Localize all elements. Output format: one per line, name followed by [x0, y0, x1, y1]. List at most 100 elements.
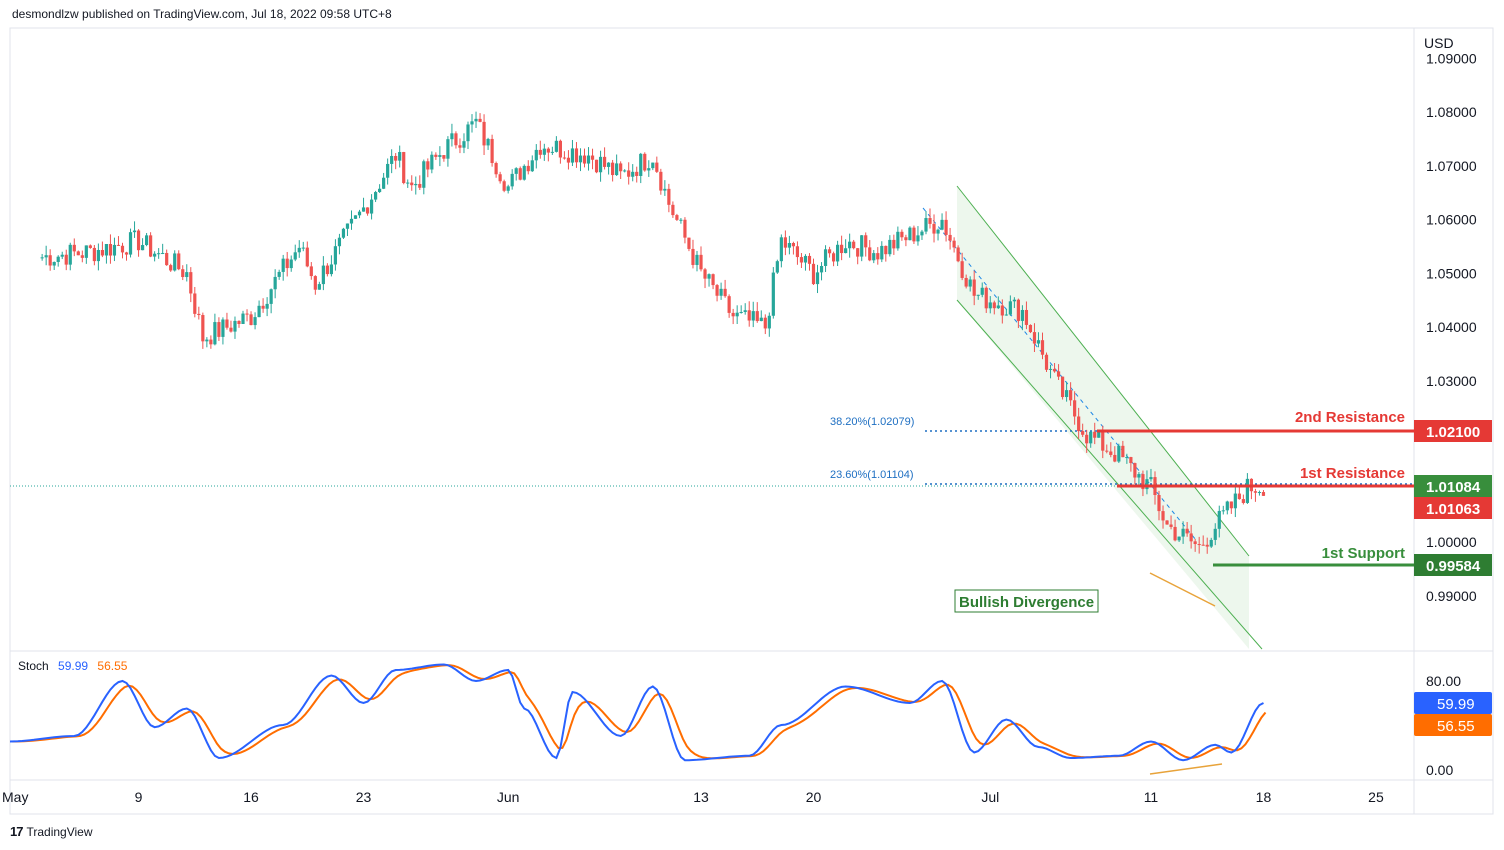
candle-body	[361, 207, 366, 212]
candle-body	[257, 305, 261, 318]
candle-body	[261, 305, 265, 309]
candle-body	[353, 215, 358, 219]
candle-body	[289, 259, 293, 269]
candle-body	[116, 244, 121, 246]
candle-body	[277, 271, 281, 277]
stoch-d-badge-text: 56.55	[1437, 718, 1475, 735]
stoch-legend: Stoch 59.99 56.55	[18, 659, 127, 673]
currency-label: USD	[1424, 35, 1454, 51]
time-tick: 13	[693, 789, 709, 805]
candle-body	[944, 219, 948, 235]
candle-body	[534, 149, 538, 161]
candle-body	[369, 199, 374, 214]
candle-body	[386, 163, 390, 178]
candle-body	[1073, 400, 1077, 417]
support-1-badge-text: 0.99584	[1426, 558, 1481, 575]
candle-body	[365, 207, 370, 214]
candle-body	[852, 241, 856, 249]
candle-body	[771, 272, 775, 316]
candle-body	[478, 118, 482, 122]
candle-body	[675, 215, 679, 220]
candle-body	[486, 138, 490, 146]
tradingview-logo[interactable]: 17 TradingView	[10, 824, 93, 839]
candle-body	[104, 244, 109, 256]
candle-body	[864, 235, 868, 248]
candle-body	[679, 219, 683, 221]
candle-body	[249, 314, 253, 326]
candle-body	[173, 253, 177, 271]
candle-body	[68, 244, 72, 265]
candle-body	[647, 168, 651, 171]
candle-body	[856, 248, 860, 257]
candle-body	[329, 264, 333, 275]
stoch-d-value: 56.55	[97, 659, 128, 673]
candle-body	[530, 160, 534, 172]
candle-body	[639, 153, 643, 176]
candle-body	[144, 235, 149, 246]
candle-body	[574, 148, 579, 163]
candle-body	[598, 156, 603, 173]
candle-body	[1201, 544, 1205, 546]
candle-body	[438, 155, 442, 157]
candle-body	[868, 247, 872, 261]
candle-body	[811, 263, 816, 285]
candle-body	[1004, 314, 1008, 316]
candle-body	[542, 148, 546, 155]
candle-body	[860, 235, 864, 257]
candle-body	[1145, 479, 1149, 490]
candle-body	[1117, 445, 1121, 462]
candle-body	[1165, 520, 1169, 525]
candle-body	[221, 319, 225, 337]
candle-body	[498, 174, 502, 182]
price-tick: 1.07000	[1426, 158, 1477, 174]
candle-body	[281, 258, 285, 272]
fib-382-label: 38.20%(1.02079)	[830, 416, 914, 428]
candle-body	[691, 248, 695, 265]
candle-body	[723, 288, 727, 297]
candle-body	[313, 276, 317, 290]
candle-body	[341, 228, 346, 238]
candle-body	[880, 245, 884, 260]
candle-body	[844, 248, 848, 254]
candle-body	[747, 310, 751, 321]
candle-body	[755, 311, 759, 322]
candle-body	[715, 285, 719, 296]
candle-body	[984, 287, 988, 309]
candle-body	[783, 237, 787, 248]
candle-body	[209, 339, 213, 345]
candle-body	[165, 252, 169, 266]
candle-body	[494, 163, 498, 175]
candle-body	[474, 118, 478, 122]
candle-body	[161, 252, 165, 254]
candle-body	[1109, 451, 1113, 455]
candle-body	[655, 162, 659, 172]
candle-body	[1241, 499, 1245, 503]
candle-body	[988, 302, 992, 309]
candle-body	[1213, 528, 1217, 540]
candle-body	[108, 244, 113, 256]
candle-body	[1032, 332, 1037, 344]
candle-body	[1105, 450, 1109, 452]
candle-body	[321, 265, 325, 285]
candle-body	[952, 240, 956, 248]
candle-body	[241, 313, 245, 325]
price-tick: 1.05000	[1426, 265, 1477, 281]
candle-body	[1257, 492, 1262, 494]
candle-body	[872, 253, 876, 261]
candle-body	[402, 152, 406, 184]
candle-body	[1085, 434, 1089, 444]
candle-body	[1044, 354, 1049, 370]
candle-body	[169, 265, 173, 271]
channel-upper-line	[956, 185, 1250, 557]
candle-body	[124, 252, 129, 255]
candle-body	[245, 313, 249, 315]
candle-body	[996, 305, 1000, 309]
candle-body	[727, 296, 731, 313]
candle-body	[120, 245, 125, 253]
candle-body	[1077, 416, 1081, 432]
candle-body	[743, 310, 747, 312]
divergence-label-box	[954, 589, 1099, 613]
candle-body	[48, 255, 52, 266]
candle-body	[876, 253, 880, 260]
